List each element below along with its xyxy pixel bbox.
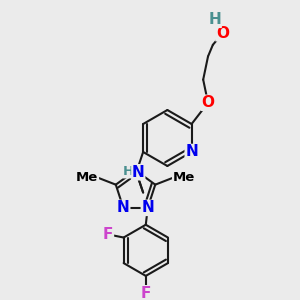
Text: O: O [216, 26, 229, 41]
Text: N: N [117, 200, 130, 215]
Text: F: F [103, 227, 113, 242]
Text: Me: Me [76, 171, 98, 184]
Text: Me: Me [172, 171, 195, 184]
Text: F: F [141, 286, 151, 300]
Text: N: N [141, 200, 154, 215]
Text: H: H [123, 165, 134, 178]
Text: N: N [132, 165, 145, 180]
Text: H: H [208, 12, 221, 27]
Text: O: O [202, 95, 214, 110]
Text: N: N [185, 145, 198, 160]
